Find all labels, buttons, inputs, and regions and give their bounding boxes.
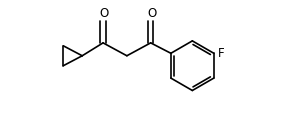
Text: F: F — [217, 47, 224, 60]
Text: O: O — [147, 7, 156, 20]
Text: O: O — [99, 7, 109, 20]
